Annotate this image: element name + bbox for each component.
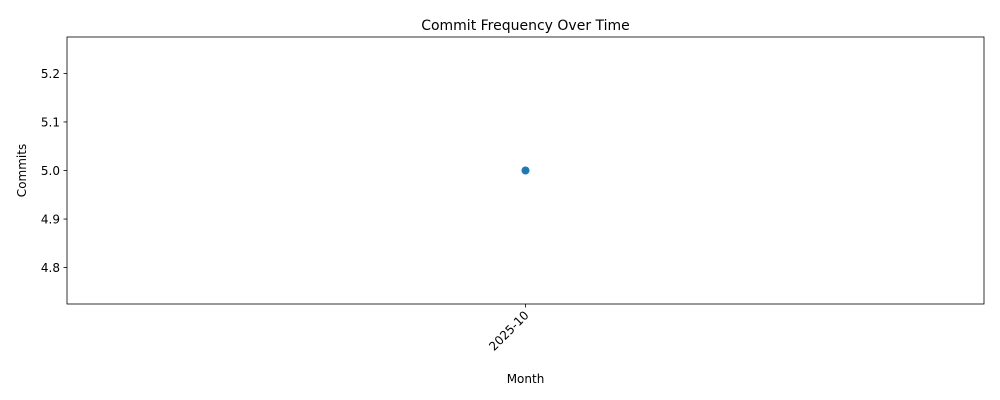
y-tick-label: 4.8 <box>41 261 60 275</box>
y-tick-label: 5.1 <box>41 115 60 129</box>
chart-title: Commit Frequency Over Time <box>421 18 630 34</box>
y-axis-ticks: 4.8 4.9 5.0 5.1 5.2 <box>41 67 67 275</box>
y-axis-label: Commits <box>15 144 29 197</box>
x-axis-label: Month <box>507 372 545 386</box>
data-point <box>521 166 530 175</box>
y-tick-label: 4.9 <box>41 213 60 227</box>
y-tick-label: 5.2 <box>41 67 60 81</box>
y-tick-label: 5.0 <box>41 164 60 178</box>
series-layer <box>521 166 530 175</box>
